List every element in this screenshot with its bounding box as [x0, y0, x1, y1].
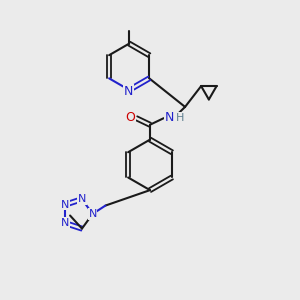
Text: N: N: [165, 111, 174, 124]
Text: N: N: [88, 209, 97, 219]
Text: H: H: [176, 112, 184, 123]
Text: N: N: [61, 218, 69, 228]
Text: N: N: [124, 85, 133, 98]
Text: N: N: [78, 194, 86, 204]
Text: N: N: [61, 200, 69, 210]
Text: O: O: [125, 111, 135, 124]
